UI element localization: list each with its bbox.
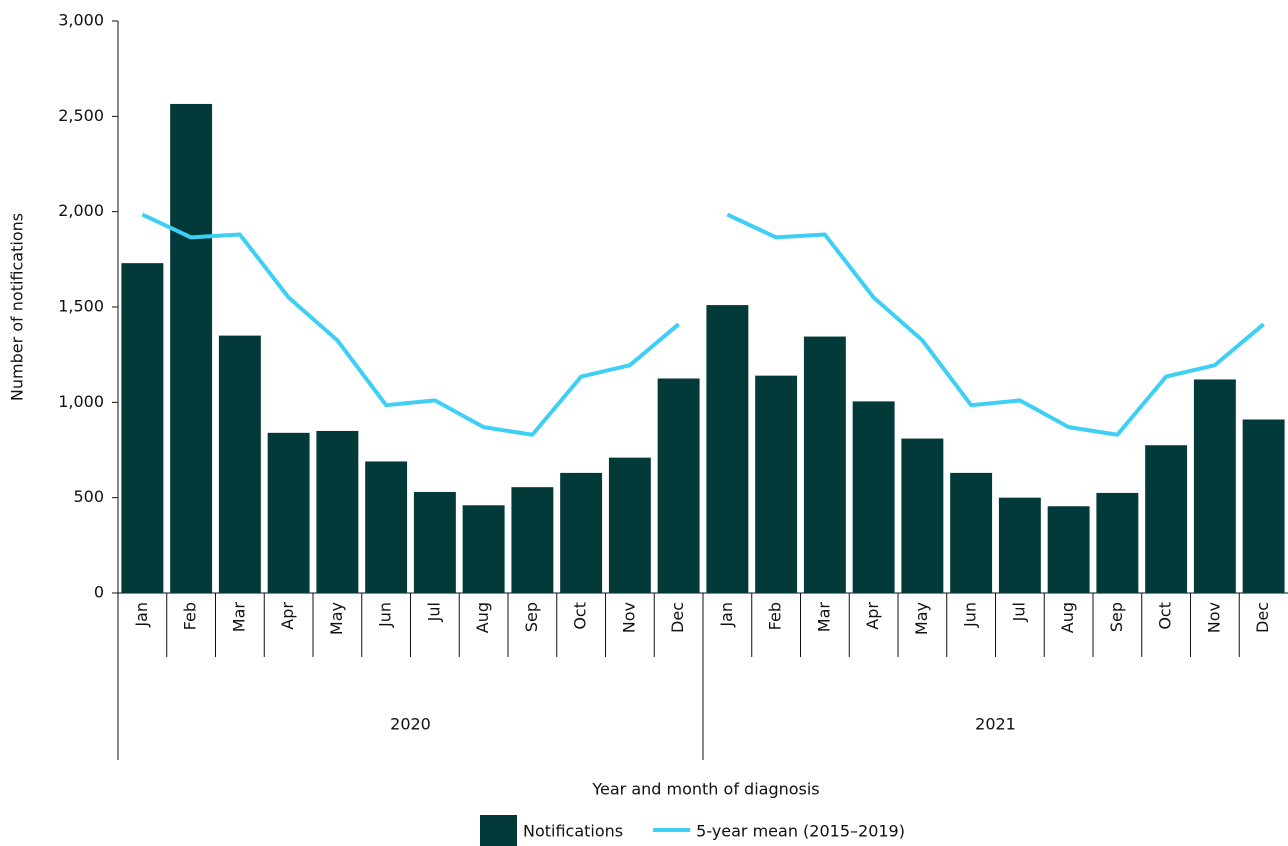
y-tick-label: 500 (73, 487, 104, 506)
x-tick-label: Dec (1253, 602, 1272, 633)
bar (1193, 379, 1236, 593)
x-tick-label: Aug (1058, 602, 1077, 633)
x-tick-label: Aug (473, 602, 492, 633)
x-tick-label: Jun (376, 602, 395, 628)
bar (316, 430, 359, 593)
x-axis-title: Year and month of diagnosis (591, 780, 819, 799)
x-tick-label: Dec (668, 602, 687, 633)
bar (706, 305, 749, 593)
bar (755, 375, 798, 593)
legend-label: 5-year mean (2015–2019) (696, 822, 905, 841)
x-tick-label: May (912, 602, 931, 635)
x-tick-label: Mar (814, 602, 833, 633)
x-tick-label: Nov (619, 602, 638, 633)
x-tick-label: Feb (181, 602, 200, 630)
x-tick-label: Jul (424, 602, 443, 622)
y-tick-label: 0 (94, 583, 104, 602)
group-label: 2020 (390, 715, 431, 734)
y-tick-label: 3,000 (58, 11, 104, 30)
legend-swatch (480, 815, 517, 846)
x-tick-label: Sep (522, 602, 541, 632)
bar (803, 336, 846, 593)
bar (121, 263, 164, 593)
x-tick-label: Mar (229, 602, 248, 633)
y-tick-label: 2,500 (58, 106, 104, 125)
x-tick-label: Apr (863, 602, 882, 630)
bar (608, 457, 651, 593)
bar (852, 401, 895, 593)
bar (1145, 445, 1188, 593)
bar (998, 497, 1041, 593)
y-axis-title: Number of notifications (8, 213, 27, 401)
x-tick-label: Sep (1107, 602, 1126, 632)
y-tick-label: 1,500 (58, 297, 104, 316)
bar (1242, 419, 1285, 593)
bar (218, 335, 261, 593)
bar (560, 472, 603, 593)
bar (170, 103, 213, 593)
x-tick-label: Jan (132, 602, 151, 628)
x-tick-label: Jul (1009, 602, 1028, 622)
line-series (726, 212, 1265, 437)
bar (1047, 506, 1090, 593)
bar (1096, 492, 1139, 593)
group-label: 2021 (975, 715, 1016, 734)
bar (657, 378, 700, 593)
bar (462, 505, 505, 593)
x-tick-label: Apr (278, 602, 297, 630)
legend-label: Notifications (523, 822, 623, 841)
bar (365, 461, 408, 593)
x-tick-label: Oct (571, 602, 590, 630)
bar (950, 472, 993, 593)
bar (901, 438, 944, 593)
x-tick-label: Oct (1156, 602, 1175, 630)
bar (267, 432, 310, 593)
x-tick-label: Nov (1204, 602, 1223, 633)
bar (413, 491, 456, 593)
x-tick-label: Feb (766, 602, 785, 630)
y-tick-label: 1,000 (58, 392, 104, 411)
x-tick-label: Jan (717, 602, 736, 628)
line-series (141, 212, 680, 437)
y-tick-label: 2,000 (58, 201, 104, 220)
x-tick-label: May (327, 602, 346, 635)
x-tick-label: Jun (961, 602, 980, 628)
bar (511, 487, 554, 593)
